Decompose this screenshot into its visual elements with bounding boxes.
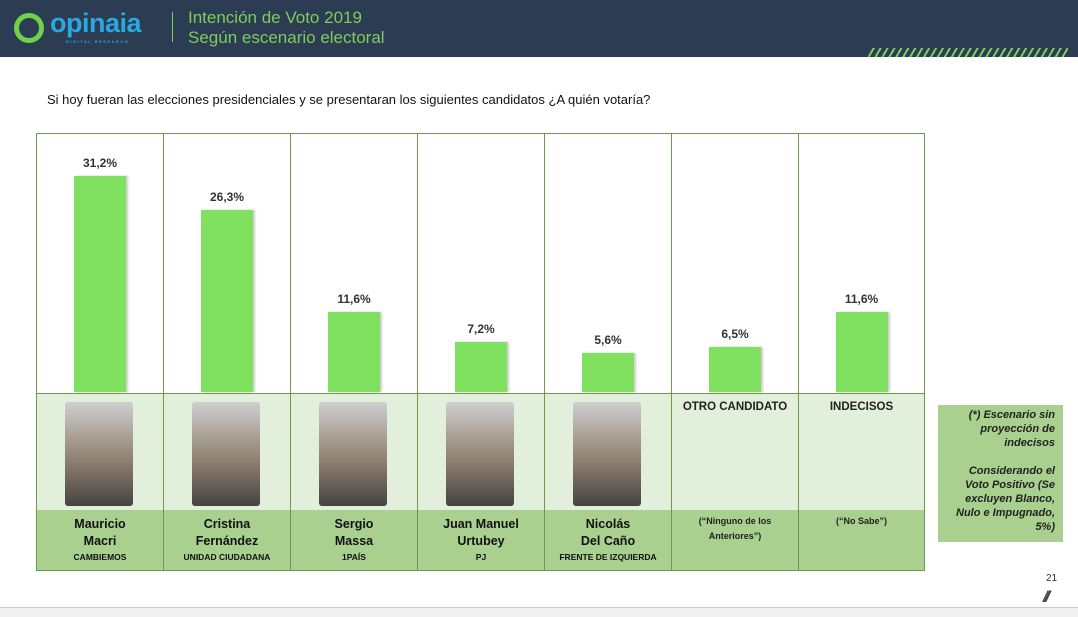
candidate-photo-cell [164, 393, 290, 510]
candidate-photo [319, 402, 387, 506]
data-label: 6,5% [721, 327, 749, 341]
candidate-photo-cell: INDECISOS [799, 393, 924, 510]
party-label: UNIDAD CIUDADANA [183, 552, 271, 562]
chart-column: 31,2% Mauricio Macri CAMBIEMOS [36, 133, 163, 571]
data-label: 11,6% [337, 291, 371, 306]
footnote-line1: (*) Escenario sin proyección de indeciso… [968, 409, 1055, 449]
data-label: 31,2% [82, 156, 118, 170]
bar [709, 347, 761, 392]
category-label: OTRO CANDIDATO [682, 401, 788, 413]
bar [836, 311, 888, 392]
footer-bar [0, 607, 1078, 617]
chart-column: 5,6% Nicolás Del Caño FRENTE DE IZQUIERDA [544, 133, 671, 571]
candidate-photo-cell: OTRO CANDIDATO [672, 393, 798, 510]
chart-column: 6,5% OTRO CANDIDATO (“Ninguno de los Ante… [671, 133, 798, 571]
name-line2: Macri [83, 534, 117, 548]
candidate-photo-cell [291, 393, 417, 510]
logo-text: opinaia [50, 8, 142, 38]
candidate-name: Mauricio Macri [37, 516, 163, 550]
name-line1: Juan Manuel [443, 517, 519, 531]
name-line2: Fernández [195, 534, 259, 548]
chart-column: 26,3% Cristina Fernández UNIDAD CIUDADANA [163, 133, 290, 571]
page-title: Intención de Voto 2019 Según escenario e… [188, 8, 385, 48]
bar-chart: 31,2% Mauricio Macri CAMBIEMOS 26,3% Crist… [36, 133, 925, 571]
candidate-label-cell: Cristina Fernández UNIDAD CIUDADANA [164, 510, 290, 571]
chart-column: 11,6% INDECISOS (“No Sabe”) [798, 133, 925, 571]
candidate-photo [573, 402, 641, 506]
header-bar: opinaia DIGITAL RESEARCH Intención de Vo… [0, 0, 1078, 57]
candidate-photo-cell [418, 393, 544, 510]
footnote-line2: Considerando el Voto Positivo (Se excluy… [956, 465, 1055, 533]
bar-area: 31,2% [37, 133, 163, 393]
data-label: 26,3% [209, 189, 245, 204]
candidate-label-cell: Mauricio Macri CAMBIEMOS [37, 510, 163, 571]
logo-icon [14, 13, 44, 43]
name-line2: Urtubey [457, 534, 505, 548]
name-line1: Nicolás [585, 517, 631, 531]
candidate-label-cell: Juan Manuel Urtubey PJ [418, 510, 544, 571]
candidate-name: Sergio Massa [291, 516, 417, 550]
opinaia-logo: opinaia DIGITAL RESEARCH [14, 9, 154, 49]
chart-column: 11,6% Sergio Massa 1PAÍS [290, 133, 417, 571]
candidate-name: Juan Manuel Urtubey [418, 516, 544, 550]
data-label: 5,6% [594, 333, 622, 348]
bar [582, 353, 634, 392]
category-note: (“Ninguno de los Anteriores”) [698, 516, 772, 541]
data-label: 11,6% [844, 291, 879, 306]
data-label: 7,2% [467, 322, 495, 337]
category-note: (“No Sabe”) [835, 516, 887, 526]
category-label: INDECISOS [829, 401, 894, 413]
candidate-label-cell: Nicolás Del Caño FRENTE DE IZQUIERDA [545, 510, 671, 571]
name-line1: Sergio [334, 517, 374, 531]
candidate-label-cell: (“Ninguno de los Anteriores”) [672, 510, 798, 571]
bar-area: 26,3% [164, 133, 290, 393]
bar [455, 342, 507, 392]
chart-column: 7,2% Juan Manuel Urtubey PJ [417, 133, 544, 571]
bar [201, 209, 253, 392]
survey-question: Si hoy fueran las elecciones presidencia… [47, 92, 651, 107]
decorative-stripes [868, 48, 1068, 57]
title-line2: Según escenario electoral [188, 28, 385, 47]
bar-area: 11,6% [799, 133, 924, 393]
candidate-photo-cell [545, 393, 671, 510]
bar-area: 7,2% [418, 133, 544, 393]
bar-area: 11,6% [291, 133, 417, 393]
party-label: 1PAÍS [342, 552, 366, 562]
footnote-box: (*) Escenario sin proyección de indeciso… [938, 405, 1063, 542]
name-line1: Mauricio [74, 517, 126, 531]
slash-logo-icon: /// [1043, 589, 1051, 606]
candidate-label-cell: Sergio Massa 1PAÍS [291, 510, 417, 571]
candidate-name: Cristina Fernández [164, 516, 290, 550]
bar-area: 6,5% [672, 133, 798, 393]
party-label: FRENTE DE IZQUIERDA [559, 552, 657, 562]
bar [74, 176, 126, 392]
candidate-photo [192, 402, 260, 506]
party-label: CAMBIEMOS [73, 552, 127, 562]
bar-area: 5,6% [545, 133, 671, 393]
candidate-photo [65, 402, 133, 506]
bar [328, 311, 380, 392]
candidate-photo [446, 402, 514, 506]
candidate-photo-cell [37, 393, 163, 510]
name-line1: Cristina [203, 517, 251, 531]
title-line1: Intención de Voto 2019 [188, 8, 362, 27]
name-line2: Del Caño [580, 534, 636, 548]
candidate-name: Nicolás Del Caño [545, 516, 671, 550]
logo-subtext: DIGITAL RESEARCH [66, 39, 130, 44]
page-number: 21 [1046, 573, 1058, 584]
name-line2: Massa [334, 534, 374, 548]
header-divider [172, 12, 173, 42]
candidate-label-cell: (“No Sabe”) [799, 510, 924, 571]
party-label: PJ [475, 552, 487, 562]
